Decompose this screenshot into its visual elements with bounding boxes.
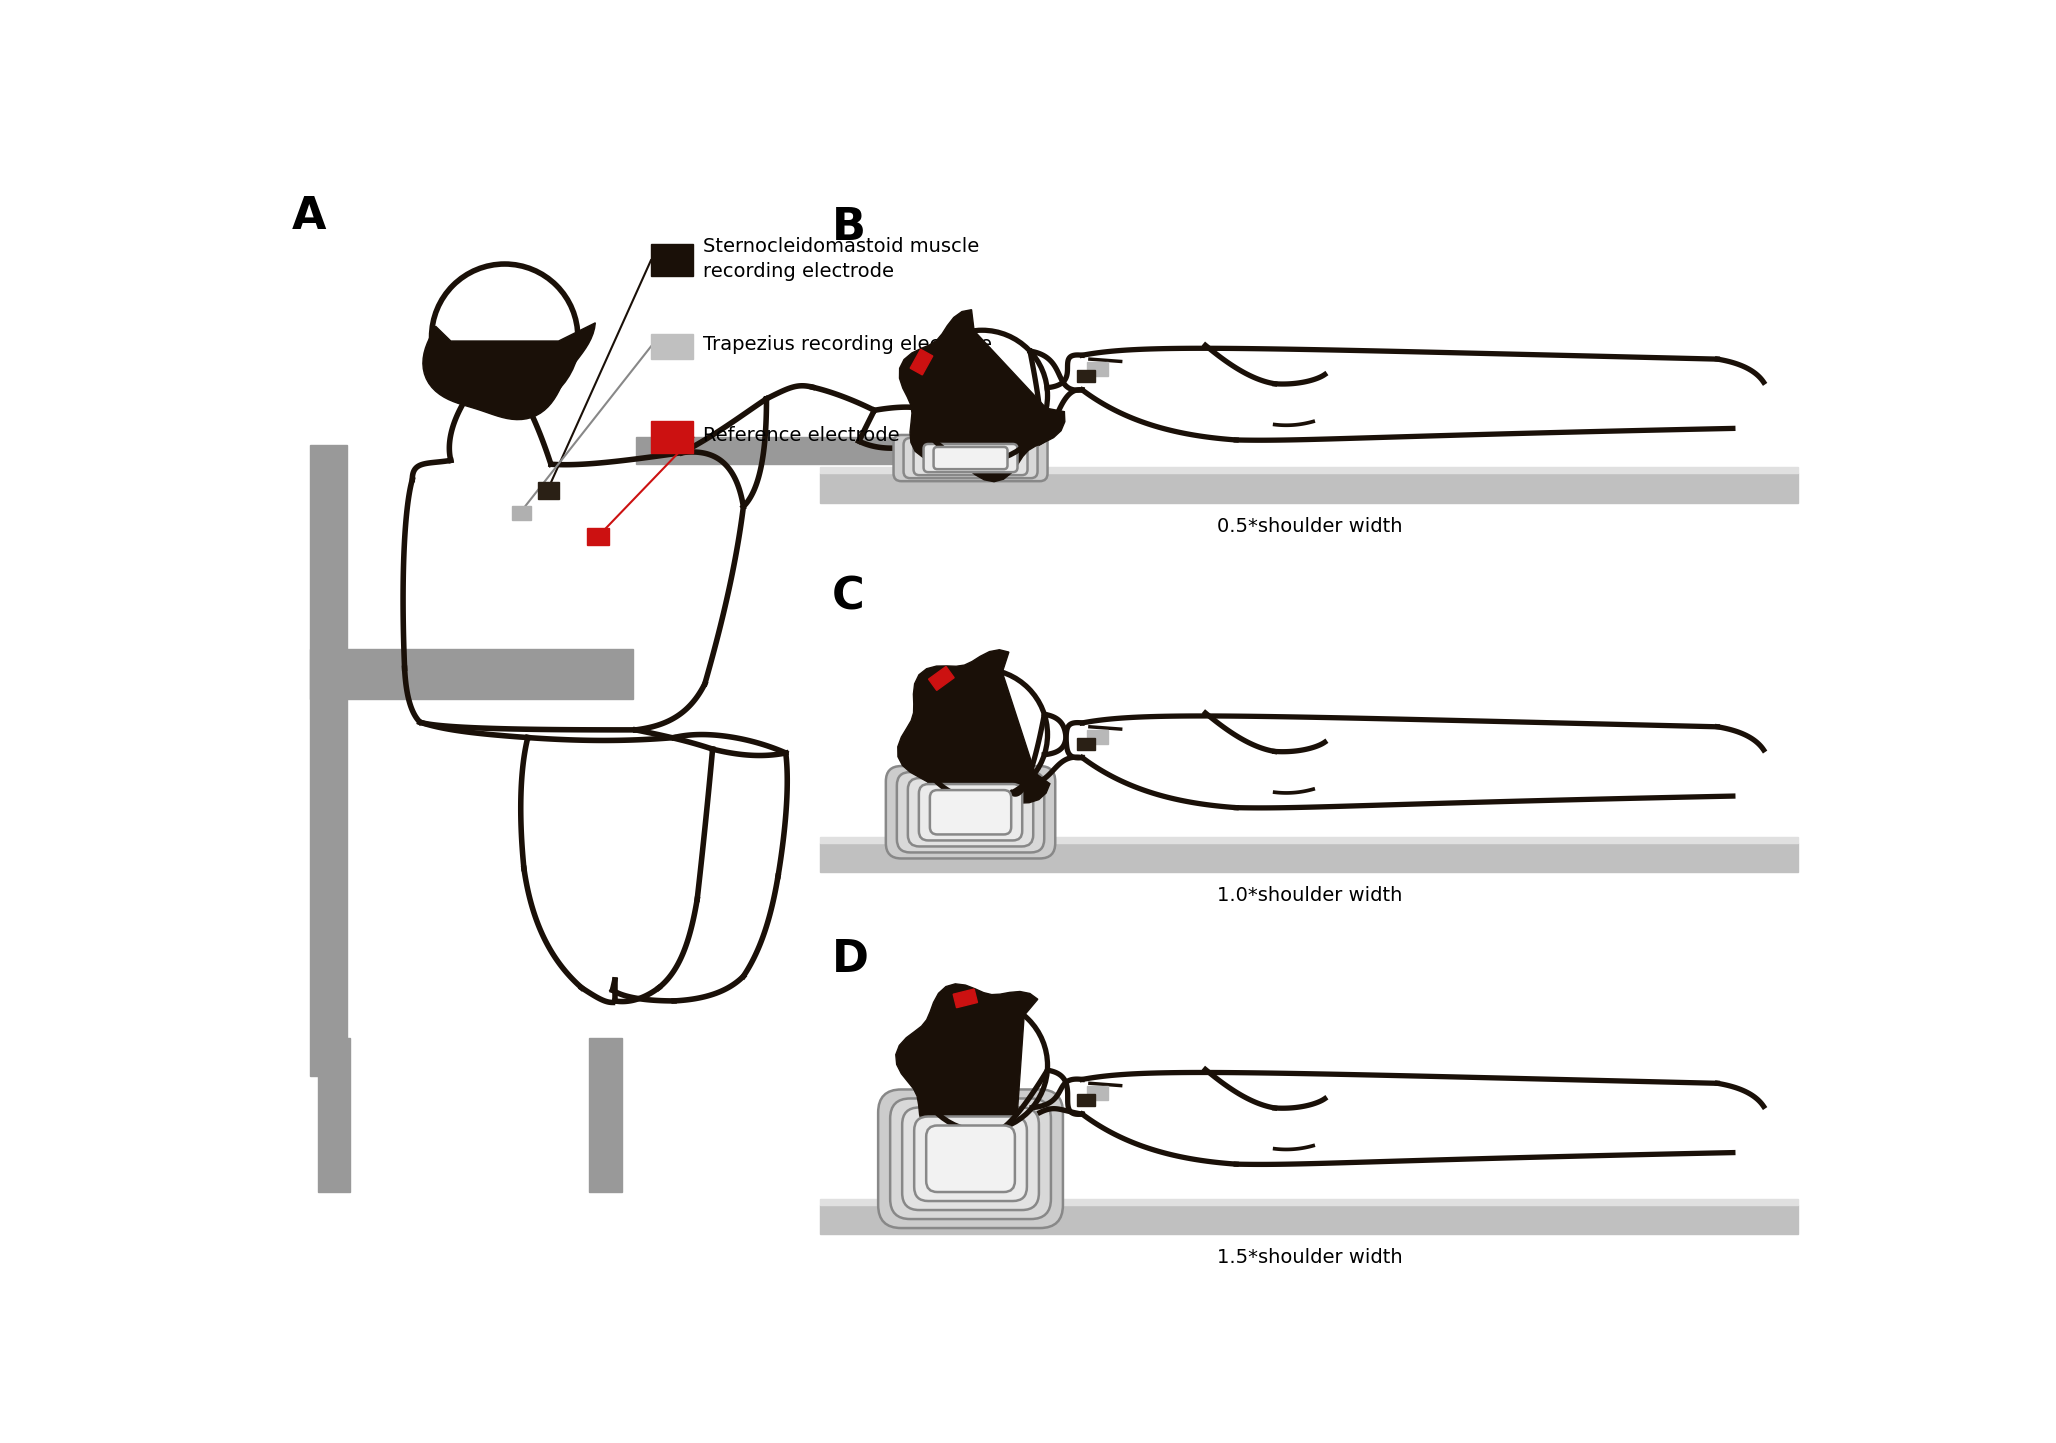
Bar — [820, 837, 1799, 843]
Polygon shape — [424, 323, 596, 420]
Bar — [954, 988, 977, 1007]
Bar — [588, 528, 609, 545]
Bar — [1077, 737, 1096, 750]
FancyBboxPatch shape — [913, 442, 1028, 475]
Polygon shape — [896, 984, 1038, 1147]
Bar — [590, 1038, 621, 1192]
Bar — [1088, 1087, 1108, 1100]
FancyBboxPatch shape — [909, 778, 1034, 847]
Bar — [310, 649, 633, 698]
FancyBboxPatch shape — [896, 772, 1044, 853]
Bar — [1077, 369, 1096, 382]
FancyBboxPatch shape — [890, 1098, 1051, 1219]
Bar — [820, 473, 1799, 502]
Bar — [652, 421, 693, 453]
Bar — [1088, 362, 1108, 377]
Text: Sternocleidomastoid muscle
recording electrode: Sternocleidomastoid muscle recording ele… — [703, 237, 979, 280]
FancyBboxPatch shape — [915, 1117, 1026, 1201]
Text: D: D — [833, 938, 870, 981]
Text: 0.5*shoulder width: 0.5*shoulder width — [1217, 517, 1402, 535]
FancyBboxPatch shape — [929, 791, 1012, 834]
FancyBboxPatch shape — [919, 784, 1022, 840]
Text: 1.5*shoulder width: 1.5*shoulder width — [1217, 1248, 1402, 1267]
Polygon shape — [898, 649, 1051, 820]
Bar — [310, 444, 347, 1076]
Bar — [911, 349, 933, 375]
FancyBboxPatch shape — [886, 766, 1055, 859]
FancyBboxPatch shape — [903, 439, 1038, 478]
Text: B: B — [833, 206, 866, 250]
Bar — [652, 244, 693, 277]
Bar — [652, 335, 693, 359]
Bar — [820, 468, 1799, 473]
FancyBboxPatch shape — [925, 1126, 1016, 1192]
FancyBboxPatch shape — [933, 447, 1007, 469]
Bar — [820, 1205, 1799, 1234]
Bar — [929, 667, 954, 690]
FancyBboxPatch shape — [923, 444, 1018, 472]
Bar — [820, 843, 1799, 873]
Polygon shape — [898, 310, 1065, 482]
FancyBboxPatch shape — [878, 1089, 1063, 1228]
Bar — [317, 1038, 350, 1192]
Bar — [820, 1199, 1799, 1205]
FancyBboxPatch shape — [903, 1107, 1038, 1211]
Bar — [635, 437, 958, 465]
Text: 1.0*shoulder width: 1.0*shoulder width — [1217, 886, 1402, 905]
Bar — [1088, 730, 1108, 743]
Text: A: A — [292, 195, 327, 238]
Bar — [512, 506, 530, 519]
Bar — [539, 482, 559, 499]
Bar — [1077, 1094, 1096, 1107]
Text: C: C — [833, 576, 866, 619]
Text: Reference electrode: Reference electrode — [703, 426, 898, 446]
FancyBboxPatch shape — [894, 434, 1049, 481]
Text: Trapezius recording electrode: Trapezius recording electrode — [703, 335, 991, 355]
